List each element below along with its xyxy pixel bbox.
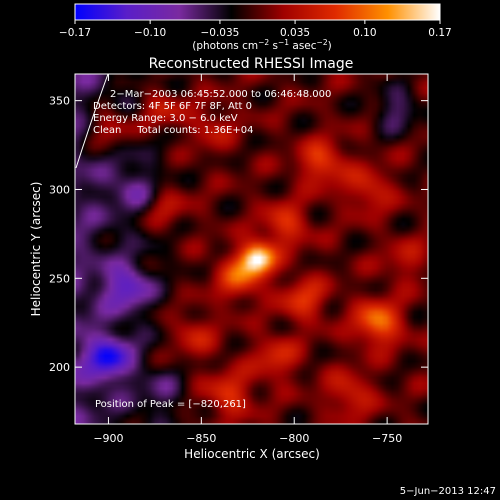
annotation-clean: Clean Total counts: 1.36E+04 — [93, 125, 253, 136]
colorbar-tick-label: −0.10 — [134, 27, 166, 39]
y-axis-ticks: 200 250 300 350 — [49, 95, 428, 374]
colorbar-tick-label: 0.10 — [353, 27, 376, 39]
peak-position-label: Position of Peak = [−820,261] — [95, 399, 246, 410]
colorbar-tick-label: −0.17 — [59, 27, 91, 39]
y-tick-label: 200 — [49, 361, 70, 374]
y-tick-label: 300 — [49, 183, 70, 196]
solar-limb-arc — [75, 74, 109, 169]
x-axis-ticks: −900 −850 −800 −750 — [93, 74, 402, 445]
colorbar-tick-label: 0.035 — [280, 27, 310, 39]
annotation-detectors: Detectors: 4F 5F 6F 7F 8F, Att 0 — [93, 101, 252, 112]
colorbar-tick-label: −0.035 — [200, 27, 239, 39]
annotation-energy: Energy Range: 3.0 − 6.0 keV — [93, 113, 238, 124]
colorbar-tick-label: 0.17 — [428, 27, 451, 39]
x-axis-label: Heliocentric X (arcsec) — [184, 447, 320, 461]
y-tick-label: 350 — [49, 95, 70, 108]
chart-title: Reconstructed RHESSI Image — [149, 56, 354, 72]
x-tick-label: −750 — [372, 432, 402, 445]
x-tick-label: −850 — [186, 432, 216, 445]
colorbar-ticks: −0.17 −0.10 −0.035 0.035 0.10 0.17 — [59, 20, 452, 39]
y-tick-label: 250 — [49, 272, 70, 285]
colorbar-label: (photons cm−2 s−1 asec−2) — [192, 38, 331, 52]
annotation-time: 2−Mar−2003 06:45:52.000 to 06:46:48.000 — [110, 89, 331, 100]
plot-frame — [74, 73, 429, 425]
footer-date: 5−Jun−2013 12:47 — [400, 486, 496, 497]
colorbar — [74, 3, 441, 21]
y-axis-label: Heliocentric Y (arcsec) — [29, 182, 43, 317]
x-tick-label: −900 — [93, 432, 123, 445]
heatmap-image — [75, 74, 428, 424]
x-tick-label: −800 — [279, 432, 309, 445]
